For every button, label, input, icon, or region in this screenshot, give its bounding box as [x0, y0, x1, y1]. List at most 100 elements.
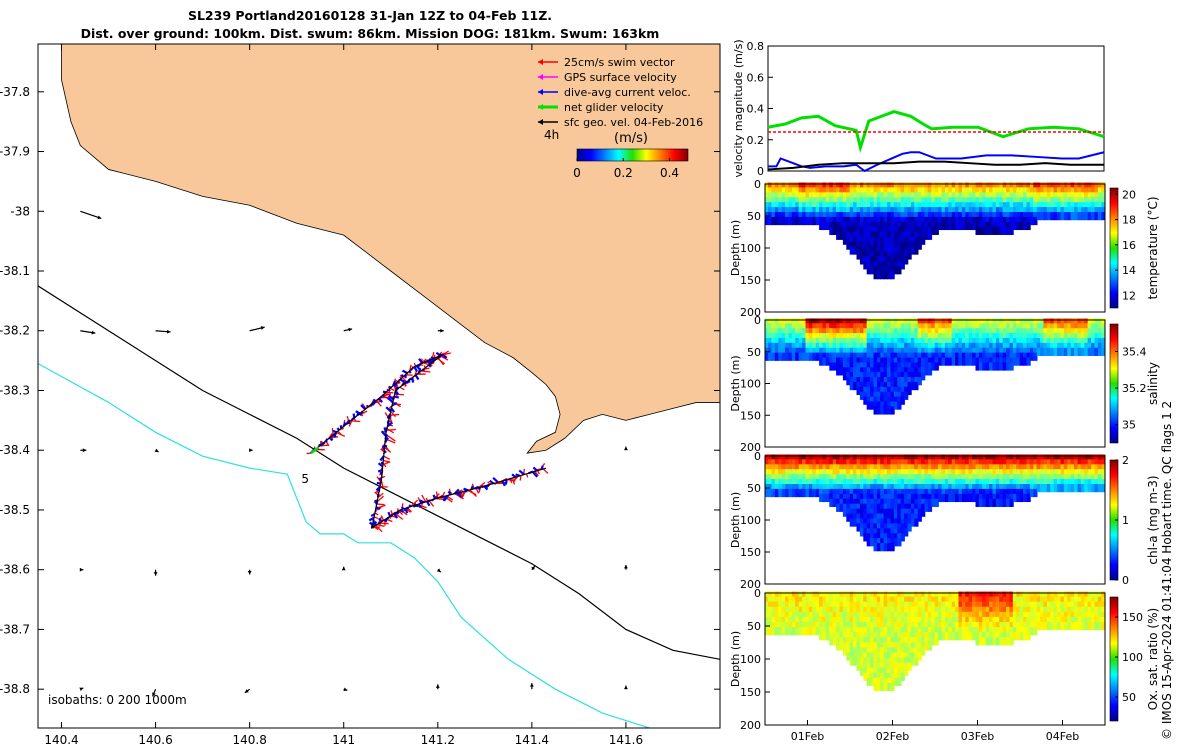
section-cell: [883, 488, 888, 498]
section-cell: [948, 627, 953, 636]
section-cell: [931, 212, 936, 221]
section-cell: [995, 187, 1001, 196]
section-cell: [812, 352, 817, 361]
section-cell: [846, 637, 851, 646]
section-cell: [876, 396, 882, 405]
section-cell: [1026, 328, 1031, 337]
section-cell: [1063, 591, 1069, 600]
map-y-tick-label: -38.5: [0, 503, 30, 517]
chart-title-line-2: Dist. over ground: 100km. Dist. swum: 86…: [80, 26, 660, 41]
section-cell: [832, 469, 837, 478]
section-cell: [839, 333, 844, 342]
section-cell: [876, 256, 882, 265]
section-cell: [887, 488, 892, 498]
section-cell: [955, 323, 960, 332]
section-cell: [921, 474, 926, 483]
section-cell: [955, 216, 960, 226]
section-cell: [836, 362, 841, 371]
section-cell: [927, 328, 933, 337]
section-cell: [795, 464, 800, 473]
section-cell: [853, 328, 858, 337]
section-cell: [863, 533, 868, 542]
section-cell: [887, 372, 892, 381]
section-cell: [839, 493, 844, 503]
section-cell: [1077, 192, 1082, 201]
section-cell: [921, 611, 926, 621]
section-cell: [778, 187, 783, 196]
section-cell: [995, 611, 1001, 621]
section-cell: [1101, 622, 1106, 631]
section-cell: [832, 632, 837, 641]
section-cell: [1097, 342, 1103, 352]
section-cell: [897, 212, 902, 221]
section-cell: [887, 637, 892, 646]
section-cell: [931, 616, 936, 626]
section-cell: [856, 498, 861, 507]
section-cell: [948, 601, 953, 610]
section-cell: [961, 454, 967, 463]
section-cell: [876, 469, 882, 478]
section-cell: [873, 357, 878, 366]
section-cell: [1087, 464, 1092, 473]
section-cell: [1057, 454, 1062, 463]
section-cell: [1084, 337, 1089, 347]
section-cell: [1077, 318, 1082, 327]
section-cell: [842, 616, 848, 626]
section-cell: [873, 266, 878, 275]
section-cell: [897, 464, 902, 473]
section-cell: [842, 362, 848, 371]
geo-vector-head: [91, 330, 96, 335]
section-cell: [985, 342, 990, 352]
section-cell: [927, 367, 933, 376]
section-cell: [791, 216, 797, 226]
section-cell: [978, 596, 984, 605]
section-cell: [873, 513, 878, 522]
section-cell: [910, 352, 916, 361]
section-cell: [883, 261, 888, 270]
section-cell: [795, 192, 800, 201]
section-cell: [951, 182, 956, 191]
geo-vector-head: [154, 448, 159, 453]
section-cell: [1002, 611, 1007, 621]
section-cell: [893, 508, 899, 517]
section-cell: [815, 454, 820, 463]
section-cell: [985, 197, 990, 206]
section-cell: [931, 323, 936, 332]
section-cell: [1016, 182, 1021, 191]
geo-vector-head: [348, 327, 353, 332]
section-cell: [825, 323, 831, 332]
section-cell: [1046, 337, 1052, 347]
section-cell: [808, 347, 814, 356]
section-cell: [829, 632, 834, 641]
section-cell: [863, 347, 868, 356]
section-cell: [859, 256, 865, 265]
section-cell: [1043, 474, 1048, 483]
section-cell: [1046, 454, 1052, 463]
section-cell: [774, 216, 780, 226]
section-cell: [944, 627, 950, 636]
section-cell: [863, 464, 868, 473]
section-cell: [822, 479, 827, 488]
section-cell: [890, 508, 895, 517]
section-cell: [785, 207, 790, 216]
section-cell: [897, 328, 902, 337]
section-cell: [904, 611, 909, 621]
section-cell: [1043, 591, 1048, 600]
section-cell: [795, 342, 800, 352]
section-cell: [808, 464, 814, 473]
section-y-tick-label: 200: [740, 719, 761, 732]
section-cell: [863, 261, 868, 270]
section-cell: [798, 328, 803, 337]
section-cell: [1091, 333, 1096, 342]
section-cell: [897, 231, 902, 240]
section-cell: [785, 601, 790, 610]
section-cell: [985, 464, 990, 473]
section-cell: [897, 513, 902, 522]
section-cell: [893, 469, 899, 478]
section-cell: [989, 197, 994, 206]
geo-vector-head: [79, 687, 84, 692]
section-cell: [1084, 591, 1089, 600]
section-cell: [890, 323, 895, 332]
section-cell: [938, 352, 943, 361]
